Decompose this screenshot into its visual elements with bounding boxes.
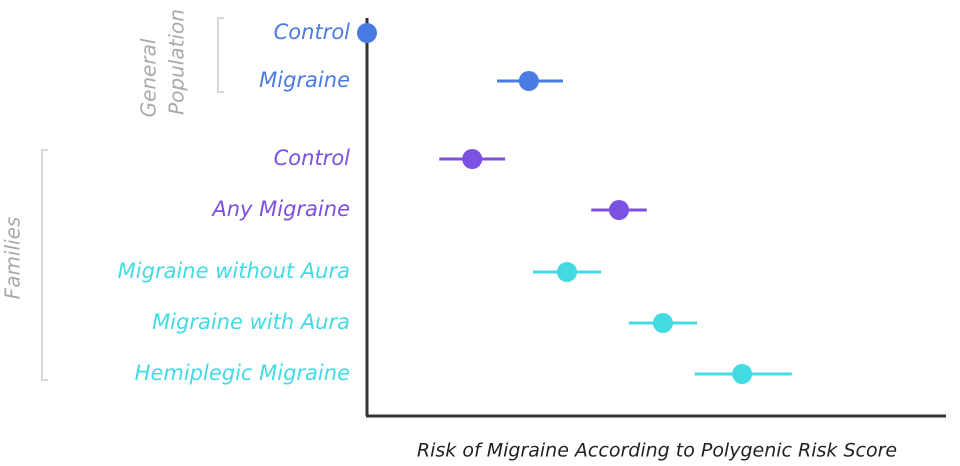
point [556,262,577,282]
category-label: Migraine [259,68,350,92]
group-bracket [41,149,48,381]
point [518,71,539,91]
point [609,200,630,220]
point [462,149,483,169]
x-axis-label: Risk of Migraine According to Polygenic … [417,440,897,462]
category-label: Any Migraine [210,197,350,221]
group-label: Population [165,9,189,115]
category-label: Control [274,146,351,170]
category-label: Migraine with Aura [152,310,350,334]
category-label: Migraine without Aura [118,259,350,283]
point [732,364,753,384]
point [357,23,377,43]
group-bracket [217,17,224,93]
point [652,313,673,333]
category-label: Control [274,20,351,44]
category-label: Hemiplegic Migraine [135,361,350,385]
group-label: General [137,38,161,117]
group-label: Families [1,217,25,300]
